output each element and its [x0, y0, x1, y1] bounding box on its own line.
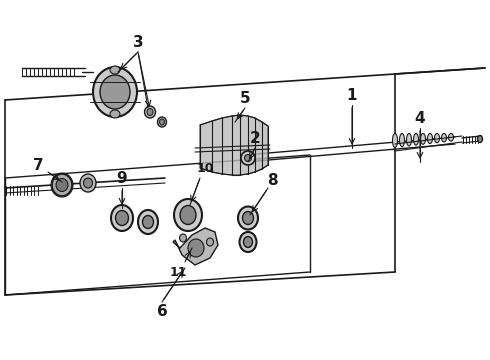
Ellipse shape	[147, 108, 153, 116]
Text: 3: 3	[133, 35, 143, 50]
Ellipse shape	[392, 134, 397, 148]
Text: 2: 2	[249, 131, 260, 145]
Ellipse shape	[435, 134, 440, 143]
Ellipse shape	[174, 199, 202, 231]
Ellipse shape	[244, 237, 252, 248]
Ellipse shape	[143, 216, 153, 229]
Ellipse shape	[427, 134, 433, 144]
Text: 5: 5	[240, 90, 250, 105]
Ellipse shape	[206, 238, 214, 246]
Ellipse shape	[245, 154, 251, 162]
Text: 1: 1	[347, 87, 357, 103]
Ellipse shape	[399, 134, 405, 147]
Text: 8: 8	[267, 172, 277, 188]
Ellipse shape	[145, 106, 155, 118]
Ellipse shape	[56, 179, 68, 192]
Ellipse shape	[179, 234, 187, 242]
Ellipse shape	[243, 212, 253, 225]
Ellipse shape	[83, 178, 93, 188]
Polygon shape	[200, 115, 268, 175]
Ellipse shape	[52, 174, 72, 196]
Text: 10: 10	[196, 162, 214, 175]
Ellipse shape	[110, 66, 120, 74]
Ellipse shape	[157, 117, 167, 127]
Text: 6: 6	[157, 305, 168, 320]
Ellipse shape	[448, 134, 454, 141]
Text: 9: 9	[117, 171, 127, 185]
Ellipse shape	[188, 239, 204, 257]
Ellipse shape	[138, 210, 158, 234]
Polygon shape	[173, 228, 218, 265]
Ellipse shape	[180, 206, 196, 225]
Ellipse shape	[240, 232, 256, 252]
Ellipse shape	[241, 151, 255, 165]
Ellipse shape	[477, 135, 483, 143]
Ellipse shape	[116, 211, 128, 225]
Ellipse shape	[80, 174, 96, 192]
Text: 4: 4	[415, 111, 425, 126]
Ellipse shape	[93, 67, 137, 117]
Ellipse shape	[420, 134, 425, 144]
Ellipse shape	[110, 110, 120, 118]
Text: 11: 11	[169, 266, 187, 279]
Ellipse shape	[111, 205, 133, 231]
Ellipse shape	[238, 207, 258, 230]
Ellipse shape	[407, 134, 412, 146]
Ellipse shape	[414, 134, 418, 145]
Text: 7: 7	[33, 158, 43, 172]
Ellipse shape	[441, 134, 446, 142]
Ellipse shape	[160, 119, 165, 125]
Ellipse shape	[100, 75, 130, 109]
